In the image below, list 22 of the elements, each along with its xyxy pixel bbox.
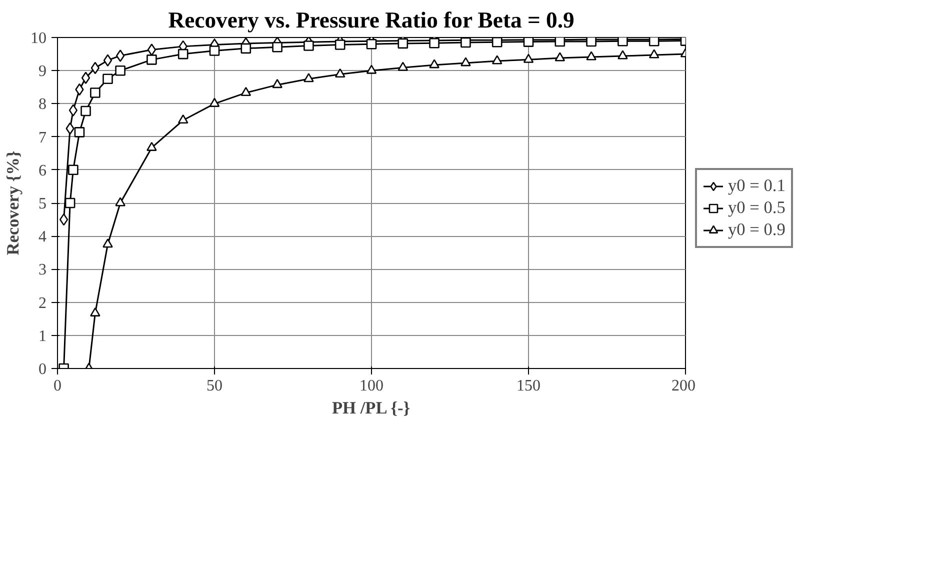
y-tick-label: 4 [38, 228, 46, 246]
x-tick-label: 150 [516, 378, 540, 394]
legend-label: y0 = 0.9 [728, 220, 786, 240]
y-tick-label: 9 [38, 63, 46, 80]
legend-label: y0 = 0.1 [728, 176, 786, 196]
x-axis-title: PH /PL {-} [332, 398, 410, 418]
y-tick-label: 10 [30, 30, 46, 47]
x-tick-label: 50 [206, 378, 222, 394]
y-tick-label: 3 [38, 262, 46, 279]
x-tick-label: 200 [672, 378, 696, 394]
legend-label: y0 = 0.5 [728, 198, 786, 218]
y-tick-label: 7 [38, 129, 46, 146]
y-tick-label: 1 [38, 328, 46, 345]
y-axis-title: Recovery {%} [4, 150, 22, 256]
y-tick-label: 2 [38, 294, 46, 312]
chart-title: Recovery vs. Pressure Ratio for Beta = 0.9 [168, 8, 574, 32]
y-tick-label: 0 [38, 361, 46, 378]
x-tick-label: 100 [360, 378, 384, 394]
y-tick-label: 8 [38, 96, 46, 114]
y-tick-label: 5 [38, 196, 46, 212]
x-tick-label: 0 [54, 378, 62, 394]
y-tick-label: 6 [38, 162, 46, 180]
